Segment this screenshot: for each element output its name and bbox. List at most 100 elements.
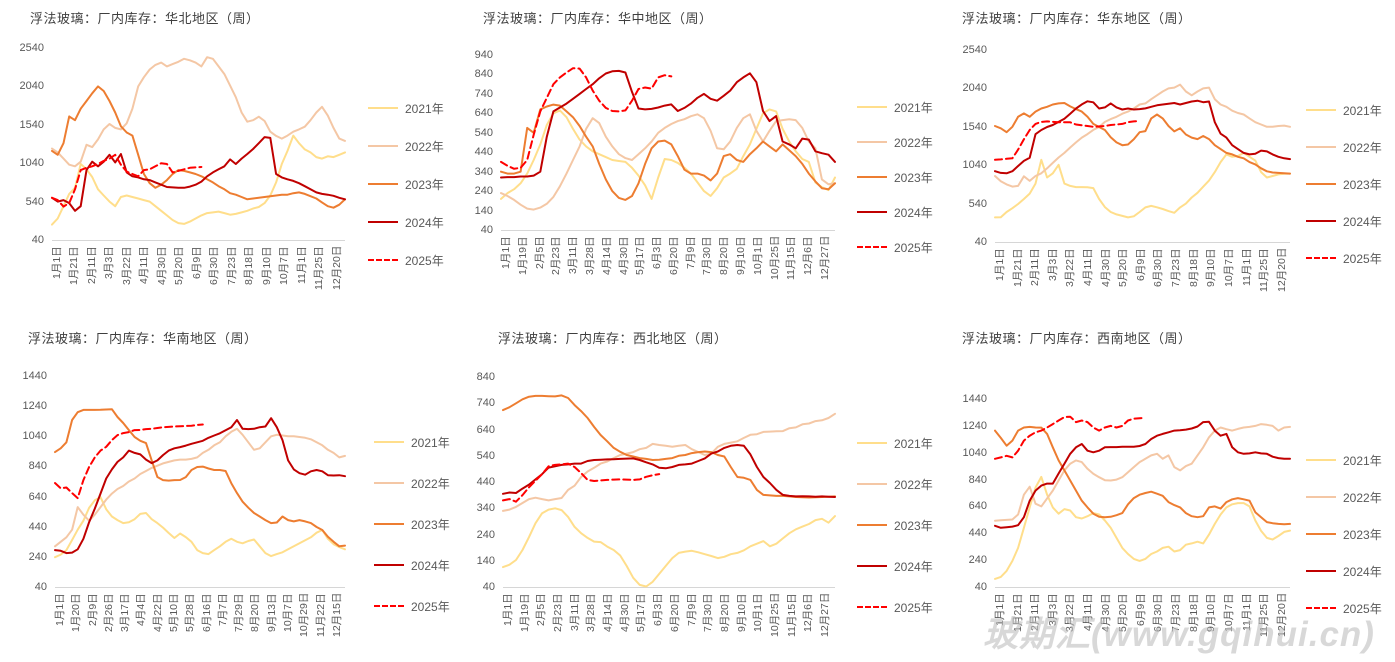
legend-label: 2025年 [405, 253, 444, 268]
x-axis-tick-label: 2月23日 [550, 236, 563, 275]
x-axis-tick-label: 11月1日 [1240, 248, 1253, 286]
x-axis-tick-label: 7月7日 [216, 593, 229, 626]
series-line-2022年 [502, 412, 836, 512]
x-axis-tick-label: 3月22日 [120, 246, 133, 285]
y-axis-tick-label: 1440 [962, 393, 987, 405]
x-axis-tick-label: 6月16日 [200, 593, 213, 632]
legend-item-2024年: 2024年 [1306, 214, 1382, 229]
legend-line-swatch [857, 141, 887, 143]
legend-item-2025年: 2025年 [1306, 251, 1382, 266]
legend-label: 2024年 [1343, 214, 1382, 229]
legend-label: 2024年 [405, 215, 444, 230]
plot-area [502, 377, 836, 588]
y-axis-tick-label: 340 [474, 165, 493, 178]
series-line-2023年 [994, 102, 1291, 175]
x-axis-tick-label: 4月30日 [1099, 593, 1112, 632]
y-axis-tick-label: 40 [482, 581, 495, 593]
legend-line-swatch [374, 605, 404, 607]
legend-label: 2023年 [894, 518, 933, 533]
legend-item-2024年: 2024年 [857, 559, 933, 574]
legend-line-swatch [368, 183, 398, 185]
legend-item-2022年: 2022年 [374, 476, 450, 491]
chart-title: 浮法玻璃：厂内库存：西南地区（周） [962, 331, 1192, 346]
legend-label: 2024年 [411, 558, 450, 573]
series-line-2025年 [502, 462, 661, 503]
y-axis-tick-label: 640 [968, 500, 987, 513]
plot-area [51, 48, 346, 241]
x-axis-tick-label: 11月1日 [295, 246, 308, 284]
x-axis-tick-label: 1月19日 [518, 593, 531, 632]
legend-label: 2021年 [405, 101, 444, 116]
x-axis-tick-label: 3月11日 [568, 593, 581, 631]
y-axis-tick-label: 440 [474, 146, 493, 159]
legend-label: 2023年 [1343, 527, 1382, 542]
x-axis-tick-label: 12月27日 [818, 235, 831, 280]
x-axis-tick-label: 2月5日 [535, 593, 548, 626]
x-axis-tick-label: 5月10日 [168, 593, 181, 632]
series-line-2024年 [51, 136, 346, 212]
y-axis-tick-label: 40 [31, 234, 44, 246]
legend-line-swatch [368, 259, 398, 261]
x-axis-tick-label: 2月26日 [102, 593, 115, 632]
x-axis-tick-label: 6月9日 [190, 246, 203, 279]
x-axis-tick-label: 1月19日 [516, 236, 529, 275]
chart-title: 浮法玻璃：厂内库存：华南地区（周） [28, 331, 258, 346]
x-axis-tick-label: 9月10日 [260, 246, 273, 285]
chart-north-china: 浮法玻璃：厂内库存：华北地区（周） 40 540 1040 1540 2040 2540 … [0, 0, 465, 320]
x-axis-tick-label: 10月7日 [282, 593, 295, 632]
y-axis-tick-label: 40 [34, 581, 47, 593]
x-axis-tick-label: 10月7日 [1222, 248, 1235, 287]
series-line-2023年 [54, 408, 346, 548]
series-line-2024年 [54, 417, 346, 555]
x-axis-tick-label: 3月28日 [585, 593, 598, 632]
x-axis-tick-label: 10月29日 [298, 592, 311, 637]
x-axis-tick-label: 7月9日 [684, 236, 697, 269]
x-axis-tick-label: 8月18日 [243, 246, 256, 285]
chart-south-china: 浮法玻璃：厂内库存：华南地区（周） 40 240 440 640 840 1040 1240… [0, 320, 465, 662]
legend-line-swatch [1306, 533, 1336, 535]
y-axis-tick-label: 1240 [22, 400, 47, 413]
legend-label: 2021年 [411, 435, 450, 450]
y-axis-tick-label: 840 [968, 473, 987, 486]
legend-item-2021年: 2021年 [857, 436, 933, 451]
x-axis-tick-label: 7月23日 [1170, 248, 1183, 287]
line-series-canvas [994, 83, 1291, 219]
legend-label: 2025年 [1343, 601, 1382, 616]
y-axis-tick-label: 1440 [22, 370, 47, 382]
x-axis-tick-label: 11月25日 [1258, 248, 1271, 292]
series-line-2025年 [994, 119, 1141, 161]
chart-northwest: 浮法玻璃：厂内库存：西北地区（周） 40 140 240 340 440 540 640 74… [465, 320, 933, 662]
y-axis-tick-label: 140 [474, 204, 493, 217]
legend-item-2023年: 2023年 [374, 517, 450, 532]
x-axis-tick-label: 8月18日 [1187, 248, 1200, 287]
y-axis-tick-label: 40 [974, 581, 987, 593]
plot-area [54, 376, 346, 588]
legend-item-2021年: 2021年 [1306, 103, 1382, 118]
x-axis-tick-label: 3月17日 [119, 593, 132, 632]
legend-label: 2025年 [411, 599, 450, 614]
chart-title: 浮法玻璃：厂内库存：西北地区（周） [498, 331, 728, 346]
y-axis-tick-label: 540 [25, 195, 44, 208]
x-axis-tick-label: 11月22日 [314, 593, 327, 637]
legend-item-2021年: 2021年 [368, 101, 444, 116]
legend-item-2023年: 2023年 [857, 518, 933, 533]
x-axis-tick-label: 2月11日 [85, 246, 98, 284]
x-axis-tick-label: 1月21日 [1011, 593, 1024, 632]
x-axis-tick-label: 9月13日 [265, 593, 278, 632]
x-axis-tick-label: 3月22日 [1064, 248, 1077, 287]
line-series-canvas [502, 394, 836, 588]
x-axis-tick-label: 1月1日 [994, 248, 1006, 281]
legend-line-swatch [857, 106, 887, 108]
x-axis-tick-label: 11月15日 [785, 593, 798, 637]
x-axis-tick-label: 4月30日 [1099, 248, 1112, 287]
legend-line-swatch [857, 442, 887, 444]
series-line-2021年 [994, 475, 1291, 580]
line-series-canvas [500, 67, 836, 211]
x-axis-tick-label: 12月6日 [802, 236, 815, 275]
series-line-2022年 [500, 113, 836, 211]
x-axis-tick-label: 9月10日 [735, 593, 748, 632]
x-axis-tick-label: 11月15日 [785, 236, 798, 280]
x-axis-tick-label: 10月25日 [768, 235, 781, 280]
legend-item-2022年: 2022年 [857, 477, 933, 492]
